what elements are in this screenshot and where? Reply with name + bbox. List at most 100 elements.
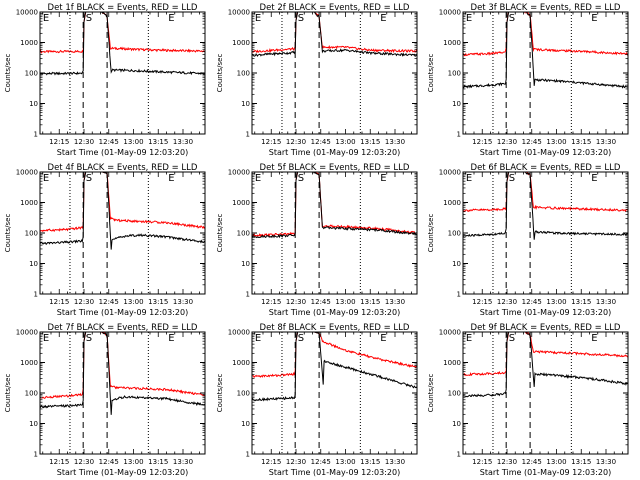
x-axis-label: Start Time (01-May-09 12:03:20) — [269, 308, 400, 317]
y-axis-label: Counts/sec — [216, 214, 224, 253]
y-tick-label: 10000 — [16, 9, 38, 17]
interval-marker-label: E — [168, 173, 174, 184]
x-tick-label: 13:30 — [596, 298, 616, 306]
series-line-events — [463, 172, 628, 240]
x-tick-label: 12:30 — [74, 298, 94, 306]
y-tick-label: 100 — [237, 70, 250, 78]
x-tick-label: 12:30 — [286, 138, 306, 146]
x-axis-label: Start Time (01-May-09 12:03:20) — [269, 148, 400, 157]
y-axis-label: Counts/sec — [216, 54, 224, 93]
y-tick-label: 1000 — [232, 359, 250, 367]
x-axis-label: Start Time (01-May-09 12:03:20) — [480, 308, 611, 317]
x-tick-label: 13:30 — [596, 458, 616, 466]
x-tick-label: 12:15 — [49, 458, 69, 466]
panel-title: Det 2f BLACK = Events, RED = LLD — [260, 3, 410, 13]
panel-title: Det 6f BLACK = Events, RED = LLD — [471, 163, 621, 173]
series-line-events — [252, 12, 417, 57]
y-tick-label: 10000 — [16, 169, 38, 177]
panel-det-1: Det 1f BLACK = Events, RED = LLD Counts/s… — [4, 3, 206, 157]
x-tick-label: 12:45 — [99, 298, 119, 306]
series-line-events — [40, 12, 205, 76]
interval-marker-label: E — [255, 173, 261, 184]
y-tick-label: 1 — [34, 291, 38, 299]
y-tick-label: 10 — [241, 260, 250, 268]
x-tick-label: 13:00 — [123, 298, 143, 306]
y-axis-label: Counts/sec — [216, 374, 224, 413]
y-tick-label: 10 — [29, 420, 38, 428]
panel-det-9: Det 9f BLACK = Events, RED = LLD Counts/s… — [427, 323, 629, 477]
x-axis-label: Start Time (01-May-09 12:03:20) — [480, 148, 611, 157]
plot-frame — [462, 331, 629, 455]
series-line-lld — [40, 172, 205, 233]
y-axis-label: Counts/sec — [427, 54, 435, 93]
y-tick-label: 100 — [237, 230, 250, 238]
x-tick-label: 12:45 — [522, 458, 542, 466]
x-tick-label: 12:45 — [99, 138, 119, 146]
y-tick-label: 1 — [34, 451, 38, 459]
interval-marker-label: E — [255, 13, 261, 24]
x-tick-label: 13:30 — [596, 138, 616, 146]
interval-marker-label: S — [298, 173, 304, 184]
interval-marker-label: E — [168, 13, 174, 24]
x-tick-label: 13:30 — [173, 458, 193, 466]
y-tick-label: 1 — [457, 451, 461, 459]
y-tick-label: 1 — [246, 291, 250, 299]
y-tick-label: 1000 — [232, 39, 250, 47]
y-tick-label: 10 — [241, 420, 250, 428]
series-line-events — [463, 332, 628, 398]
series-line-events — [463, 12, 628, 89]
y-tick-label: 1 — [34, 131, 38, 139]
x-tick-label: 12:45 — [311, 458, 331, 466]
x-tick-label: 12:15 — [49, 138, 69, 146]
x-tick-label: 12:15 — [472, 458, 492, 466]
x-tick-label: 13:15 — [360, 138, 380, 146]
series-line-events — [40, 332, 205, 415]
y-tick-label: 100 — [448, 230, 461, 238]
panel-det-8: Det 8f BLACK = Events, RED = LLD Counts/s… — [216, 323, 418, 477]
y-tick-label: 1 — [457, 131, 461, 139]
y-tick-label: 10000 — [228, 169, 250, 177]
x-tick-label: 12:15 — [472, 138, 492, 146]
series-line-lld — [40, 12, 205, 54]
panel-title: Det 4f BLACK = Events, RED = LLD — [48, 163, 198, 173]
interval-marker-label: E — [466, 13, 472, 24]
x-tick-label: 12:15 — [261, 298, 281, 306]
y-tick-label: 1000 — [443, 199, 461, 207]
x-tick-label: 12:45 — [311, 298, 331, 306]
series-line-lld — [463, 172, 628, 213]
y-tick-label: 1 — [457, 291, 461, 299]
x-tick-label: 13:15 — [148, 298, 168, 306]
x-tick-label: 13:00 — [123, 138, 143, 146]
y-tick-label: 100 — [25, 390, 38, 398]
y-axis-label: Counts/sec — [4, 214, 12, 253]
y-tick-label: 10 — [29, 100, 38, 108]
plot-frame — [39, 331, 206, 455]
x-tick-label: 13:00 — [546, 298, 566, 306]
x-tick-label: 12:45 — [522, 138, 542, 146]
interval-marker-label: E — [168, 333, 174, 344]
series-line-events — [40, 172, 205, 250]
series-line-lld — [252, 332, 417, 379]
series-line-lld — [252, 172, 417, 238]
x-tick-label: 12:15 — [49, 298, 69, 306]
y-axis-label: Counts/sec — [427, 374, 435, 413]
plot-frame — [251, 11, 418, 135]
x-tick-label: 12:30 — [497, 138, 517, 146]
y-tick-label: 10 — [452, 260, 461, 268]
x-tick-label: 13:00 — [335, 458, 355, 466]
plot-frame — [39, 171, 206, 295]
y-tick-label: 10 — [452, 100, 461, 108]
x-tick-label: 13:15 — [360, 458, 380, 466]
x-tick-label: 12:30 — [74, 458, 94, 466]
interval-marker-label: S — [509, 173, 515, 184]
x-tick-label: 12:15 — [261, 458, 281, 466]
interval-marker-label: S — [86, 173, 92, 184]
x-tick-label: 13:00 — [546, 458, 566, 466]
series-line-events — [252, 332, 417, 402]
series-line-events — [252, 172, 417, 239]
y-tick-label: 10000 — [439, 169, 461, 177]
interval-marker-label: E — [591, 13, 597, 24]
interval-marker-label: E — [591, 173, 597, 184]
x-tick-label: 12:15 — [261, 138, 281, 146]
